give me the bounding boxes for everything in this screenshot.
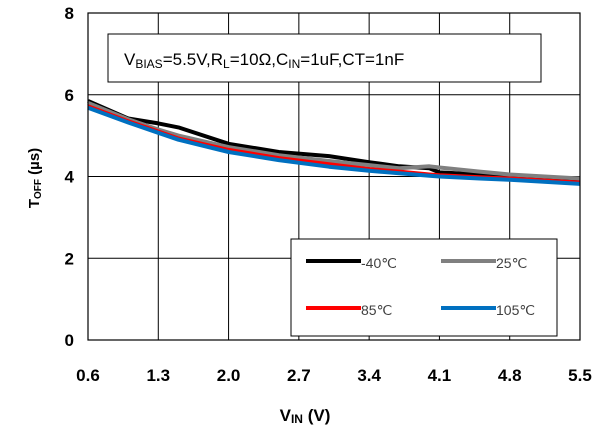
legend-label: 105℃ [496,302,535,318]
series-line [87,101,581,181]
series-line [87,105,581,186]
axis-label-main: T [26,199,43,208]
legend-label: 85℃ [361,302,392,318]
x-tick-label: 0.6 [76,366,100,385]
x-tick-label: 4.8 [498,366,522,385]
annotation-segment: =10Ω,C [230,50,289,69]
axis-label-unit: (V) [303,406,330,425]
legend-label: -40℃ [361,255,397,271]
y-tick-label: 0 [65,331,74,350]
axis-label-main: V [280,406,292,425]
y-axis-label: TOFF (µs) [26,148,44,208]
annotation-segment: V [124,50,136,69]
y-tick-label: 2 [65,249,74,268]
axis-label-subscript: OFF [33,179,44,199]
x-tick-label: 3.4 [357,366,381,385]
x-tick-label: 2.7 [287,366,311,385]
annotation-segment: =5.5V,R [163,50,223,69]
x-tick-label: 5.5 [568,366,592,385]
y-tick-label: 4 [65,168,75,187]
x-tick-label: 2.0 [217,366,241,385]
legend: -40℃ 25℃ 85℃ 105℃ [290,238,558,337]
axis-label-subscript: IN [291,412,303,426]
y-axis-ticks: 0 2 4 6 8 [65,4,75,350]
annotation-text: VBIAS=5.5V,RL=10Ω,CIN=1uF,CT=1nF [124,50,404,71]
annotation-subscript: L [223,57,230,71]
series-line [87,99,581,183]
x-axis-label: VIN (V) [280,406,331,426]
legend-label: 25℃ [496,255,527,271]
plot-area-border [87,12,581,341]
annotation-subscript: IN [288,57,300,71]
x-axis-ticks: 0.6 1.3 2.0 2.7 3.4 4.1 4.8 5.5 [76,366,592,385]
x-tick-label: 1.3 [146,366,170,385]
annotation-subscript: BIAS [135,57,162,71]
annotation-box: VBIAS=5.5V,RL=10Ω,CIN=1uF,CT=1nF [107,33,542,83]
series-layer [87,99,581,186]
axis-label-unit: (µs) [26,148,43,179]
y-tick-label: 8 [65,4,74,23]
x-tick-label: 4.1 [428,366,452,385]
y-tick-label: 6 [65,86,74,105]
annotation-segment: =1uF,CT=1nF [300,50,404,69]
